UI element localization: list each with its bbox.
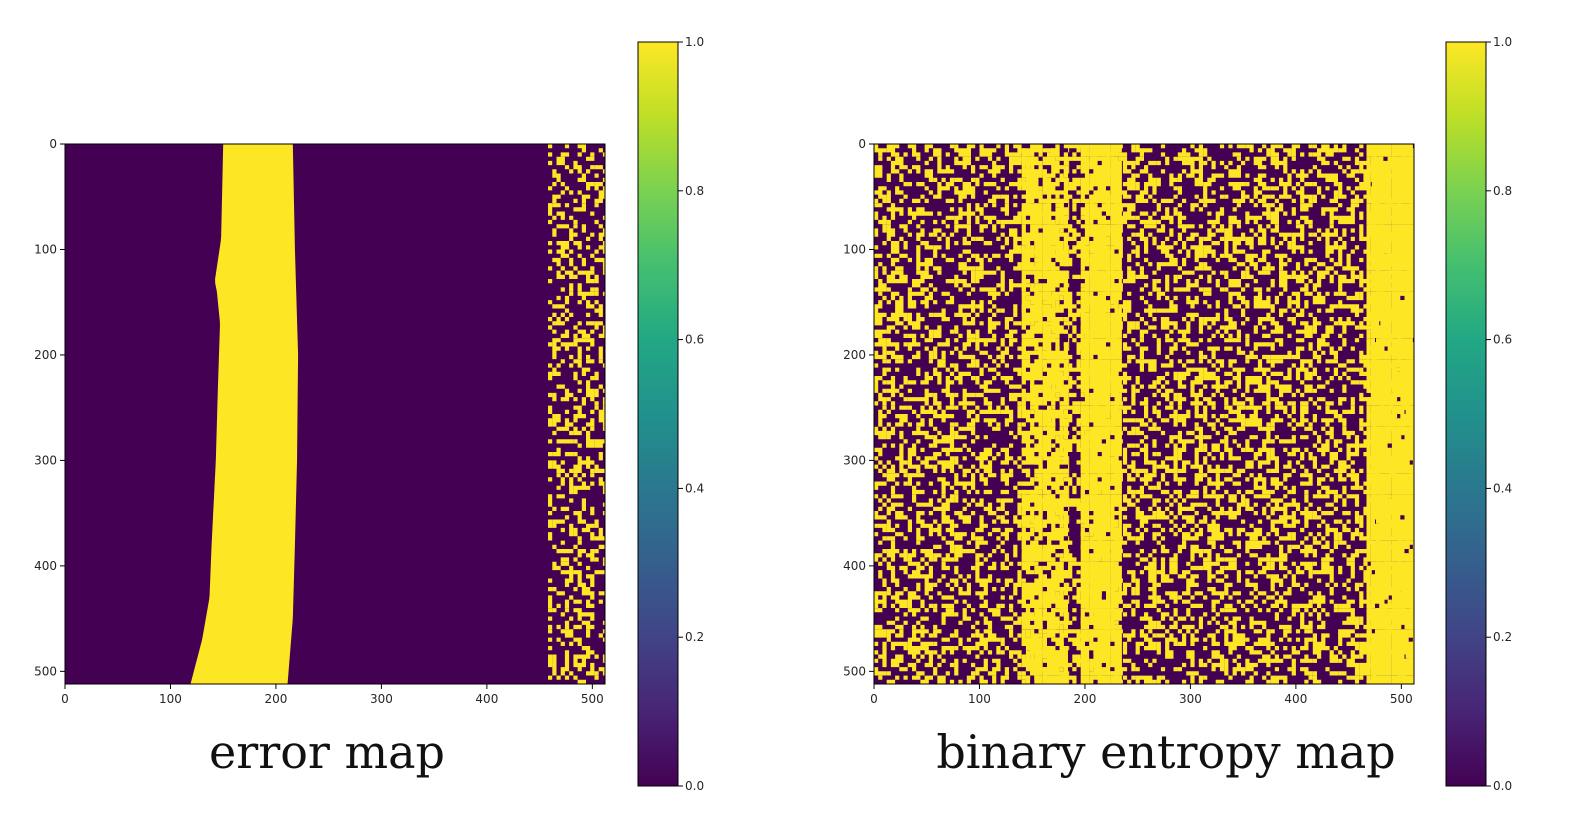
binary-entropy-map-region-3 bbox=[1366, 144, 1414, 684]
error-map-colorbar-ticks: 0.0 0.2 0.4 0.6 0.8 1.0 bbox=[678, 35, 704, 793]
error-map-ytick-label: 200 bbox=[34, 348, 57, 362]
error-map-ytick-label: 500 bbox=[34, 664, 57, 678]
error-map-xtick-label: 500 bbox=[581, 692, 604, 706]
binary-entropy-map-speckle bbox=[1366, 144, 1414, 684]
error-map-background bbox=[65, 144, 605, 684]
error-map-colorbar-tick-label: 0.8 bbox=[685, 184, 704, 198]
binary-entropy-map-xtick-label: 100 bbox=[968, 692, 991, 706]
error-map-band bbox=[190, 144, 299, 684]
binary-entropy-map-ytick-label: 200 bbox=[843, 348, 866, 362]
binary-entropy-map-colorbar-tick-label: 1.0 bbox=[1493, 35, 1512, 49]
error-map-x-axis: 0 100 200 300 400 500 bbox=[61, 684, 604, 706]
binary-entropy-map-speckle bbox=[1021, 144, 1070, 684]
error-map-xtick-label: 0 bbox=[61, 692, 69, 706]
binary-entropy-map-xtick-label: 400 bbox=[1284, 692, 1307, 706]
error-map-ytick-label: 400 bbox=[34, 559, 57, 573]
binary-entropy-map-speckle bbox=[874, 144, 1414, 684]
binary-entropy-map-ytick-label: 300 bbox=[843, 453, 866, 467]
error-map-colorbar-tick-label: 1.0 bbox=[685, 35, 704, 49]
binary-entropy-map-caption: binary entropy map bbox=[936, 725, 1395, 779]
error-map-ytick-label: 0 bbox=[49, 137, 57, 151]
binary-entropy-map-ytick-label: 0 bbox=[858, 137, 866, 151]
binary-entropy-map-colorbar-tick-label: 0.8 bbox=[1493, 184, 1512, 198]
binary-entropy-map-image bbox=[874, 144, 1414, 684]
error-map-ytick-label: 100 bbox=[34, 242, 57, 256]
error-map-speckle bbox=[548, 144, 605, 684]
binary-entropy-map-region-2 bbox=[1080, 144, 1122, 684]
error-map-region-1 bbox=[548, 144, 605, 684]
error-map-ytick-label: 300 bbox=[34, 453, 57, 467]
binary-entropy-map-colorbar-tick-label: 0.6 bbox=[1493, 333, 1512, 347]
error-map-xtick-label: 100 bbox=[159, 692, 182, 706]
error-map-colorbar-tick-label: 0.2 bbox=[685, 630, 704, 644]
binary-entropy-map-colorbar-tick-label: 0.2 bbox=[1493, 630, 1512, 644]
binary-entropy-map-xtick-label: 200 bbox=[1073, 692, 1096, 706]
binary-entropy-map-x-axis: 0 100 200 300 400 500 bbox=[870, 684, 1413, 706]
error-map-colorbar: 0.0 0.2 0.4 0.6 0.8 1.0 bbox=[637, 35, 704, 793]
error-map-colorbar-tick-label: 0.4 bbox=[685, 481, 704, 495]
error-map-image bbox=[65, 144, 605, 684]
error-map-y-axis: 0 100 200 300 400 500 bbox=[34, 137, 65, 678]
error-map-colorbar-tick-label: 0.6 bbox=[685, 333, 704, 347]
binary-entropy-map-frame bbox=[873, 143, 1415, 685]
error-map-caption: error map bbox=[209, 725, 445, 779]
binary-entropy-map-colorbar-tick-label: 0.0 bbox=[1493, 779, 1512, 793]
error-map-colorbar-gradient bbox=[637, 41, 679, 787]
binary-entropy-map-xtick-label: 0 bbox=[870, 692, 878, 706]
binary-entropy-map-colorbar-ticks: 0.0 0.2 0.4 0.6 0.8 1.0 bbox=[1486, 35, 1512, 793]
binary-entropy-map-xtick-label: 500 bbox=[1390, 692, 1413, 706]
binary-entropy-map-speckle bbox=[1080, 144, 1122, 684]
binary-entropy-map-colorbar-gradient bbox=[1445, 41, 1487, 787]
error-map-panel: 0 100 200 300 400 500 0 100 200 300 400 500 error … bbox=[34, 35, 704, 793]
binary-entropy-map-ytick-label: 100 bbox=[843, 242, 866, 256]
binary-entropy-map-colorbar: 0.0 0.2 0.4 0.6 0.8 1.0 bbox=[1445, 35, 1512, 793]
binary-entropy-map-ytick-label: 400 bbox=[843, 559, 866, 573]
binary-entropy-map-xtick-label: 300 bbox=[1179, 692, 1202, 706]
error-map-xtick-label: 300 bbox=[370, 692, 393, 706]
binary-entropy-map-panel: 0 100 200 300 400 500 0 100 200 300 400 500 binary… bbox=[843, 35, 1512, 793]
error-map-xtick-label: 400 bbox=[475, 692, 498, 706]
error-map-colorbar-tick-label: 0.0 bbox=[685, 779, 704, 793]
binary-entropy-map-colorbar-tick-label: 0.4 bbox=[1493, 481, 1512, 495]
binary-entropy-map-region-0 bbox=[874, 144, 1414, 684]
binary-entropy-map-ytick-label: 500 bbox=[843, 664, 866, 678]
binary-entropy-map-y-axis: 0 100 200 300 400 500 bbox=[843, 137, 874, 678]
error-map-region-0 bbox=[190, 144, 299, 684]
binary-entropy-map-region-1 bbox=[1021, 144, 1070, 684]
error-map-xtick-label: 200 bbox=[264, 692, 287, 706]
error-map-frame bbox=[64, 143, 606, 685]
